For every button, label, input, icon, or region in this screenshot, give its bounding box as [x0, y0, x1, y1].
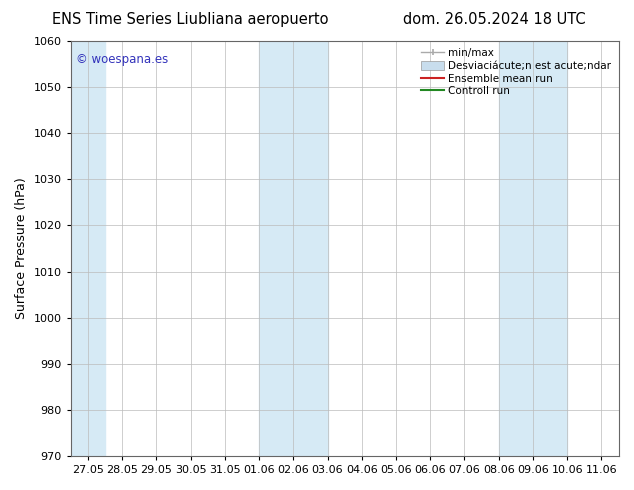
Y-axis label: Surface Pressure (hPa): Surface Pressure (hPa)	[15, 178, 28, 319]
Bar	[71, 41, 105, 456]
Legend: min/max, Desviaciácute;n est acute;ndar, Ensemble mean run, Controll run: min/max, Desviaciácute;n est acute;ndar,…	[419, 46, 613, 98]
Bar	[499, 41, 567, 456]
Bar	[259, 41, 328, 456]
Text: ENS Time Series Liubliana aeropuerto: ENS Time Series Liubliana aeropuerto	[52, 12, 328, 27]
Text: © woespana.es: © woespana.es	[76, 53, 169, 67]
Text: dom. 26.05.2024 18 UTC: dom. 26.05.2024 18 UTC	[403, 12, 586, 27]
